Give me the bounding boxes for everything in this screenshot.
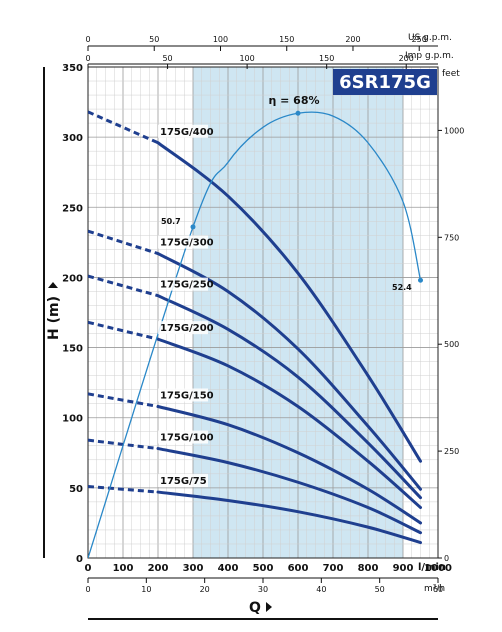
imp-tick-label: 0 (85, 54, 90, 63)
imp-tick-label: 50 (162, 54, 172, 63)
x-tick-label: 400 (218, 563, 239, 574)
y-tick-label: 50 (69, 484, 83, 495)
curve-label-bg (158, 474, 208, 488)
us-tick-label: 0 (85, 35, 90, 44)
feet-tick-label: 0 (444, 554, 449, 563)
y-tick-label: 100 (62, 414, 83, 425)
top-axes: 0 50 100 150 200 250 0 50 100 150 200 (85, 35, 438, 69)
y-tick-label: 200 (62, 273, 83, 284)
head-curve-175G-250 (156, 294, 422, 500)
bottom-axes: 0 100 200 300 400 500 600 700 800 900 1000 0 10 20 30 4… (85, 563, 452, 594)
efficiency-label: η = 68% (268, 94, 319, 107)
x-tick-label: 100 (113, 563, 134, 574)
imp-tick-label: 200 (399, 54, 414, 63)
curve-label: 175G/300 (160, 238, 214, 249)
x-axis-title: Q (249, 600, 261, 616)
model-name: 6SR175G (339, 72, 431, 93)
imp-tick-label: 150 (319, 54, 334, 63)
head-curve-175G-100 (156, 447, 422, 535)
us-tick-label: 250 (412, 35, 427, 44)
x-tick-label: 600 (288, 563, 309, 574)
y-tick-label: 250 (62, 203, 83, 214)
plot-frame (87, 66, 439, 559)
head-curve-175G-200 (156, 337, 422, 509)
curve-label: 175G/250 (160, 280, 214, 291)
x-tick-label: 0 (85, 563, 92, 574)
efficiency-marker (418, 277, 423, 283)
x-tick-label: 700 (323, 563, 344, 574)
feet-tick-label: 500 (444, 340, 459, 349)
right-axis: 0 250 500 750 1000 (438, 126, 464, 563)
head-curve-175G-300 (156, 252, 422, 491)
head-curve-dashed (88, 392, 159, 408)
efficiency-marker (295, 110, 301, 116)
head-curve-175G-400 (156, 141, 422, 463)
x-unit-m3h-label: m³/h (424, 584, 445, 594)
curve-label: 175G/150 (160, 390, 214, 401)
us-tick-label: 100 (213, 35, 228, 44)
y-tick-label: 350 (62, 63, 83, 74)
head-curve-175G-150 (156, 404, 422, 525)
x-tick-label: 800 (358, 563, 379, 574)
head-curve-dashed (88, 274, 159, 298)
m3h-tick-label: 60 (433, 585, 443, 594)
curve-labels: 175G/400 175G/300 175G/250 175G/200 175G/150… (158, 124, 214, 488)
efficiency-marker (190, 224, 196, 230)
x-axis-arrow-icon (266, 602, 272, 612)
x-tick-label: 300 (183, 563, 204, 574)
curve-label: 175G/100 (160, 433, 214, 444)
y-tick-label: 0 (76, 554, 83, 565)
curve-label: 175G/200 (160, 323, 214, 334)
curve-label-bg (158, 430, 208, 444)
head-curves (88, 110, 422, 545)
m3h-tick-label: 50 (375, 585, 385, 594)
us-tick-label: 150 (279, 35, 294, 44)
curve-label-bg (158, 388, 208, 402)
feet-tick-label: 250 (444, 447, 459, 456)
model-badge (333, 69, 437, 95)
x-tick-label: 500 (253, 563, 274, 574)
curve-label-bg (158, 277, 208, 291)
curve-label-bg (158, 321, 208, 335)
curve-label-bg (158, 124, 208, 138)
efficiency-left-value: 50.7 (161, 217, 181, 226)
y-tick-label: 300 (62, 133, 83, 144)
head-curve-dashed (88, 484, 159, 494)
y-axis-title: H (m) (46, 296, 62, 340)
m3h-tick-label: 40 (316, 585, 326, 594)
efficiency-right-value: 52.4 (392, 283, 412, 292)
x-tick-label: 200 (148, 563, 169, 574)
head-curve-dashed (88, 320, 159, 341)
left-axis: 0 50 100 150 200 250 300 350 (62, 63, 83, 565)
m3h-tick-label: 10 (141, 585, 151, 594)
us-tick-label: 50 (149, 35, 159, 44)
curve-label: 175G/75 (160, 476, 207, 487)
us-tick-label: 200 (345, 35, 360, 44)
m3h-tick-label: 30 (258, 585, 268, 594)
curve-label-bg (158, 235, 208, 249)
x-tick-label: 900 (393, 563, 414, 574)
y-axis-arrow-icon (48, 282, 58, 288)
y-axis-title-group: H (m) (46, 282, 62, 340)
m3h-tick-label: 20 (200, 585, 210, 594)
feet-tick-label: 1000 (444, 126, 464, 135)
x-unit-label: l/min (418, 562, 446, 573)
head-curve-dashed (88, 110, 159, 145)
imp-tick-label: 100 (239, 54, 254, 63)
x-unit-imp-label: Imp g.p.m. (405, 51, 454, 61)
head-curve-175G-75 (156, 490, 422, 545)
y-tick-label: 150 (62, 344, 83, 355)
feet-tick-label: 750 (444, 233, 459, 242)
x-unit-us-label: US g.p.m. (408, 33, 452, 43)
m3h-tick-label: 0 (85, 585, 90, 594)
head-curve-dashed (88, 229, 159, 256)
y-unit-right-label: feet (442, 69, 460, 79)
x-tick-label: 1000 (424, 563, 452, 574)
curve-label: 175G/400 (160, 127, 214, 138)
grid (87, 66, 439, 559)
